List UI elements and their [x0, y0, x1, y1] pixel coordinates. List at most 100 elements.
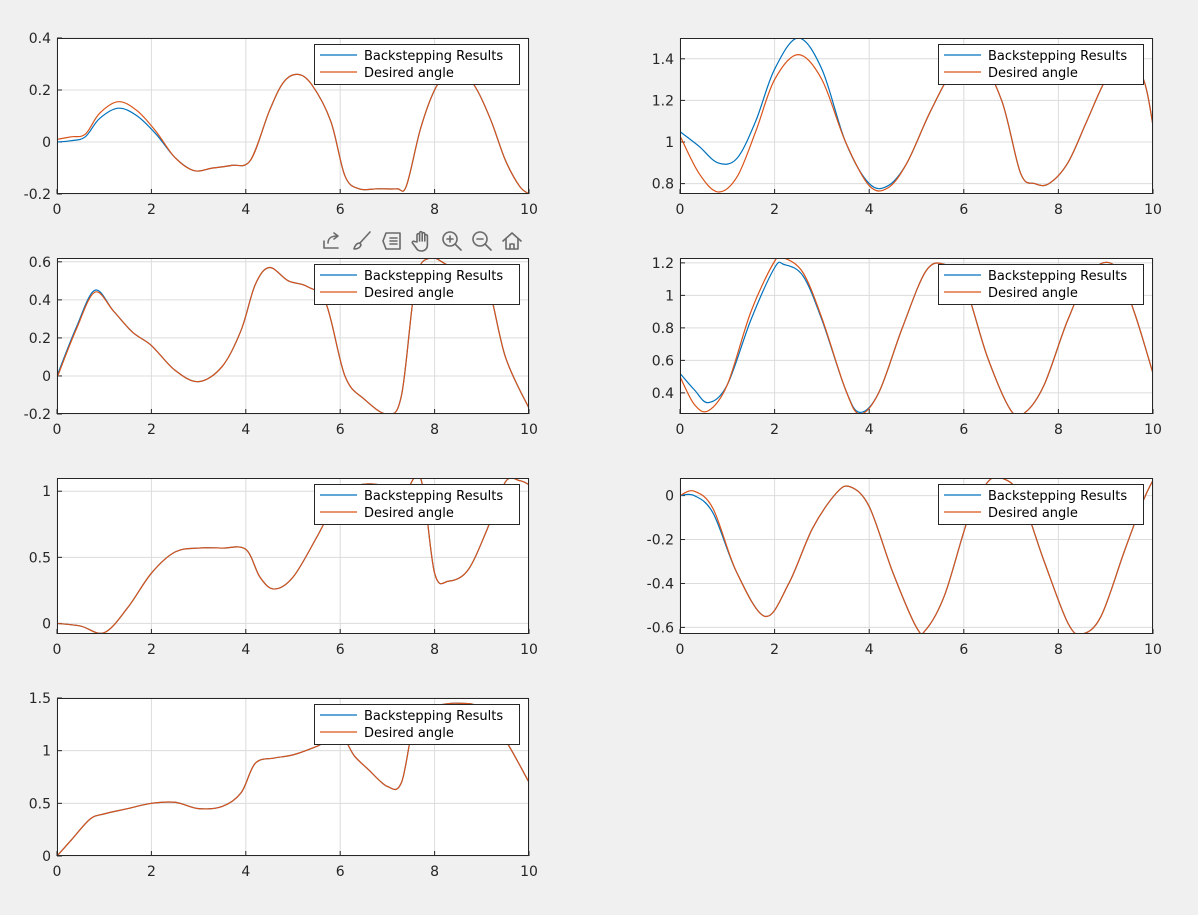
zoom-in-button[interactable] [438, 227, 466, 255]
y-tick-label: -0.2 [24, 187, 51, 203]
legend[interactable]: Backstepping Results Desired angle [314, 484, 520, 525]
y-tick-label: 1.4 [652, 52, 674, 68]
subplot-5[interactable]: 0 2 4 6 8 10 0 0.5 1 Backstepping Results Desired … [29, 475, 538, 658]
x-tick-label: 8 [1054, 642, 1063, 658]
x-tick-label: 2 [147, 422, 156, 438]
axes-box [680, 258, 1153, 414]
y-tick-label: 0 [42, 135, 51, 151]
x-tick-label: 4 [241, 642, 250, 658]
x-tick-label: 6 [959, 422, 968, 438]
x-tick-label: 2 [147, 202, 156, 218]
x-tick-label: 8 [430, 422, 439, 438]
y-tick-label: 0.4 [29, 31, 51, 47]
legend-box [314, 44, 520, 85]
y-tick-label: 0.4 [652, 386, 674, 402]
y-tick-label: 0.2 [29, 331, 51, 347]
y-tick-label: 0 [665, 489, 674, 505]
y-tick-label: 0.6 [29, 255, 51, 271]
x-tick-label: 10 [1144, 202, 1162, 218]
y-tick-label: 1 [42, 744, 51, 760]
x-tick-label: 4 [241, 864, 250, 880]
x-tick-label: 6 [336, 202, 345, 218]
x-tick-label: 0 [53, 202, 62, 218]
subplot-2[interactable]: 0 2 4 6 8 10 0.8 1 1.2 1.4 Backstepping Results Des… [652, 38, 1162, 218]
export-button[interactable] [318, 227, 346, 255]
x-tick-label: 8 [1054, 422, 1063, 438]
axes-toolbar [318, 226, 526, 256]
legend[interactable]: Backstepping Results Desired angle [938, 264, 1144, 305]
legend-entry-label: Backstepping Results [364, 269, 503, 284]
legend-entry-label: Backstepping Results [988, 489, 1127, 504]
legend[interactable]: Backstepping Results Desired angle [938, 484, 1144, 525]
x-tick-label: 4 [241, 202, 250, 218]
legend[interactable]: Backstepping Results Desired angle [314, 264, 520, 305]
pan-button[interactable] [408, 227, 436, 255]
y-tick-label: 1 [665, 288, 674, 304]
zoom-out-icon [472, 231, 492, 251]
x-tick-label: 6 [959, 202, 968, 218]
y-tick-label: 0.2 [29, 83, 51, 99]
x-tick-label: 8 [430, 202, 439, 218]
y-tick-label: 1 [42, 484, 51, 500]
legend-box [314, 484, 520, 525]
legend-entry-label: Desired angle [364, 506, 454, 521]
x-tick-label: 2 [770, 202, 779, 218]
x-tick-label: 0 [676, 202, 685, 218]
x-tick-label: 8 [430, 642, 439, 658]
subplot-7[interactable]: 0 2 4 6 8 10 0 0.5 1 1.5 Backstepping Results Desir… [29, 691, 538, 880]
y-tick-label: -0.2 [647, 533, 674, 549]
series-line-desired-angle [680, 54, 1153, 193]
legend-entry-label: Backstepping Results [364, 489, 503, 504]
y-tick-label: 0.5 [29, 550, 51, 566]
subplot-6[interactable]: 0 2 4 6 8 10 -0.6 -0.4 -0.2 0 Backstepping Results… [647, 477, 1162, 658]
legend[interactable]: Backstepping Results Desired angle [314, 704, 520, 745]
y-tick-label: 0.8 [652, 177, 674, 193]
y-tick-label: 1.2 [652, 256, 674, 272]
legend-box [938, 44, 1144, 85]
datatip-button[interactable] [378, 227, 406, 255]
y-tick-label: -0.6 [647, 620, 674, 636]
x-tick-label: 4 [865, 202, 874, 218]
axes-box [57, 698, 529, 856]
x-tick-label: 8 [1054, 202, 1063, 218]
x-tick-label: 10 [520, 864, 538, 880]
brush-icon [353, 231, 371, 250]
export-icon [323, 232, 339, 249]
legend-box [314, 704, 520, 745]
restore-view-button[interactable] [498, 227, 526, 255]
pan-hand-icon [411, 230, 429, 252]
y-tick-label: 0.4 [29, 293, 51, 309]
legend-entry-label: Desired angle [364, 286, 454, 301]
y-tick-label: -0.4 [647, 576, 674, 592]
legend[interactable]: Backstepping Results Desired angle [314, 44, 520, 85]
legend-box [938, 484, 1144, 525]
series-line-desired-angle [680, 478, 1153, 634]
x-tick-label: 6 [336, 422, 345, 438]
legend-entry-label: Desired angle [364, 726, 454, 741]
subplot-4[interactable]: 0 2 4 6 8 10 0.4 0.6 0.8 1 1.2 Backstepping Results… [652, 256, 1162, 438]
x-tick-label: 10 [520, 202, 538, 218]
datatip-icon [382, 232, 401, 250]
x-tick-label: 6 [959, 642, 968, 658]
axes-box [57, 258, 529, 414]
legend-entry-label: Desired angle [988, 66, 1078, 81]
series-line-desired-angle [57, 478, 529, 634]
brush-button[interactable] [348, 227, 376, 255]
x-tick-label: 8 [430, 864, 439, 880]
x-tick-label: 2 [147, 642, 156, 658]
x-tick-label: 2 [770, 422, 779, 438]
zoom-out-button[interactable] [468, 227, 496, 255]
y-tick-label: 1.5 [29, 691, 51, 707]
y-tick-label: 0 [42, 849, 51, 865]
x-tick-label: 0 [676, 422, 685, 438]
x-tick-label: 0 [53, 642, 62, 658]
axes-box [680, 478, 1153, 634]
y-tick-label: 0 [42, 369, 51, 385]
legend[interactable]: Backstepping Results Desired angle [938, 44, 1144, 85]
legend-entry-label: Desired angle [364, 66, 454, 81]
legend-entry-label: Desired angle [988, 286, 1078, 301]
